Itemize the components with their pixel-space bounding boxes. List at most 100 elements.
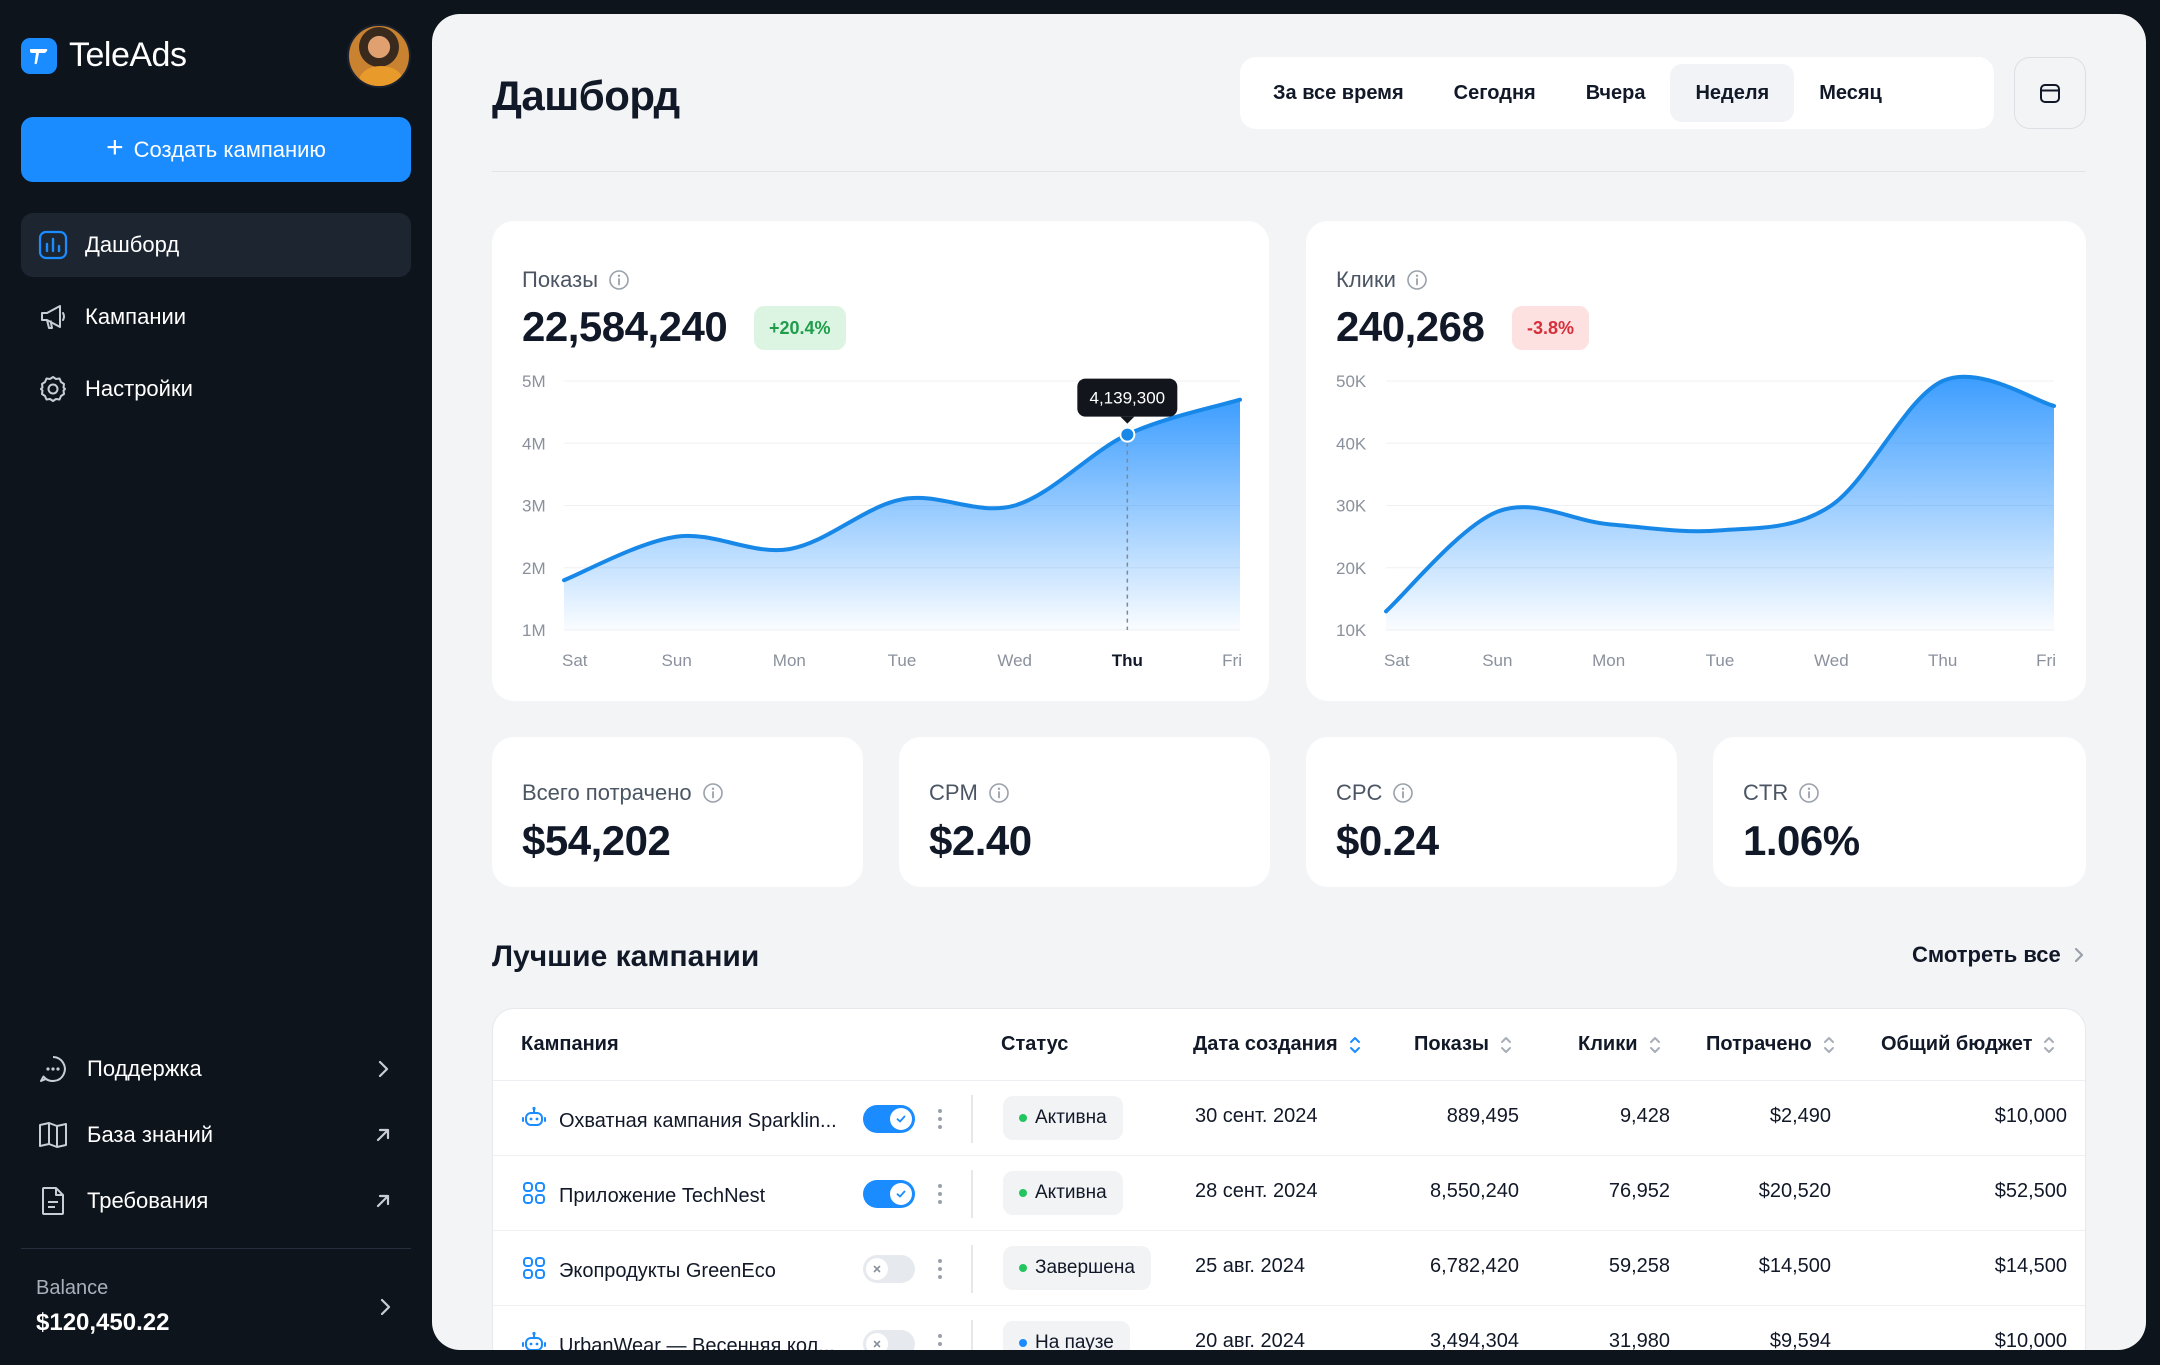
col-impressions[interactable]: Показы — [1414, 1033, 1513, 1056]
nav-item-campaigns[interactable]: Кампании — [21, 285, 411, 349]
info-icon[interactable] — [988, 782, 1010, 804]
campaign-toggle[interactable] — [863, 1180, 915, 1208]
more-options-icon[interactable] — [937, 1257, 943, 1281]
nav-item-requirements[interactable]: Требования — [21, 1168, 411, 1234]
nav-item-dashboard[interactable]: Дашборд — [21, 213, 411, 277]
info-icon[interactable] — [1406, 269, 1428, 291]
sidebar-divider — [21, 1248, 411, 1249]
period-selector: За все время Сегодня Вчера Неделя Месяц — [1240, 57, 1994, 129]
campaign-cell[interactable]: Экопродукты GreenEco — [521, 1255, 776, 1287]
more-options-icon[interactable] — [937, 1182, 943, 1206]
col-created[interactable]: Дата создания — [1193, 1033, 1362, 1056]
campaign-toggle[interactable] — [863, 1255, 915, 1283]
info-icon[interactable] — [1798, 782, 1820, 804]
avatar[interactable] — [347, 24, 411, 88]
metric-label-wrap: CTR — [1743, 780, 1820, 806]
clicks-delta-badge: -3.8% — [1512, 306, 1590, 350]
col-campaign[interactable]: Кампания — [521, 1033, 619, 1056]
sort-icon — [1649, 1036, 1660, 1053]
status-dot — [1019, 1339, 1027, 1347]
toggle-knob — [890, 1183, 912, 1205]
series-line — [1384, 374, 2056, 614]
created-date: 25 авг. 2024 — [1195, 1255, 1306, 1277]
brand-name: TeleAds — [69, 36, 187, 74]
spent-value: $9,594 — [1769, 1330, 1831, 1350]
toggle-knob — [866, 1333, 888, 1350]
row-separator — [971, 1245, 973, 1293]
see-all-label: Смотреть все — [1912, 942, 2061, 967]
table-row[interactable]: Охватная кампания Sparklin... Активна 30… — [493, 1081, 2085, 1156]
created-date: 20 авг. 2024 — [1195, 1330, 1306, 1350]
more-options-icon[interactable] — [937, 1332, 943, 1350]
period-today[interactable]: Сегодня — [1453, 81, 1536, 104]
metric-value: $54,202 — [522, 817, 671, 864]
period-month[interactable]: Месяц — [1819, 81, 1882, 104]
impressions-label-wrap: Показы — [522, 267, 630, 293]
sidebar: TeleAds + Создать кампанию Дашборд Кампа… — [0, 0, 432, 1365]
apps-grid-icon — [521, 1180, 547, 1212]
nav-item-settings[interactable]: Настройки — [21, 357, 411, 421]
info-icon[interactable] — [1392, 782, 1414, 804]
brand[interactable]: TeleAds — [21, 36, 187, 75]
table-header: Кампания Статус Дата создания Показы Кли… — [493, 1009, 2085, 1081]
info-icon[interactable] — [702, 782, 724, 804]
spent-value: $2,490 — [1769, 1105, 1831, 1127]
table-row[interactable]: Приложение TechNest Активна 28 сент. 202… — [493, 1156, 2085, 1231]
nav-item-support[interactable]: Поддержка — [21, 1036, 411, 1102]
chart-bars-icon — [37, 229, 69, 261]
tooltip: 4,139,300 — [1077, 378, 1178, 424]
col-label: Клики — [1578, 1033, 1638, 1055]
table-row[interactable]: Экопродукты GreenEco Завершена 25 авг. 2… — [493, 1231, 2085, 1306]
col-budget[interactable]: Общий бюджет — [1881, 1033, 2056, 1056]
calendar-button[interactable] — [2014, 57, 2086, 129]
metric-label: CTR — [1743, 780, 1789, 805]
more-options-icon[interactable] — [937, 1107, 943, 1131]
highlight-point[interactable] — [1119, 426, 1136, 443]
campaign-cell[interactable]: UrbanWear — Весенняя кол... — [521, 1330, 835, 1350]
y-tick-label: 1M — [522, 621, 546, 640]
created-date: 28 сент. 2024 — [1195, 1180, 1318, 1202]
clicks-value: 31,980 — [1608, 1330, 1670, 1350]
y-tick-label: 3M — [522, 497, 546, 516]
period-all-time[interactable]: За все время — [1273, 81, 1404, 104]
x-tick-label: Fri — [2036, 651, 2056, 670]
see-all-link[interactable]: Смотреть все — [1912, 942, 2087, 968]
x-tick-label: Sat — [1384, 651, 1410, 670]
table-row[interactable]: UrbanWear — Весенняя кол... На паузе 20 … — [493, 1306, 2085, 1350]
tooltip-label: 4,139,300 — [1090, 389, 1166, 408]
col-label: Потрачено — [1706, 1033, 1812, 1055]
bottom-nav: Поддержка База знаний Требования — [21, 1036, 411, 1234]
campaign-toggle[interactable] — [863, 1330, 915, 1350]
col-spent[interactable]: Потрачено — [1706, 1033, 1836, 1056]
apps-grid-icon — [521, 1255, 547, 1287]
campaign-name: UrbanWear — Весенняя кол... — [559, 1334, 835, 1351]
create-campaign-button[interactable]: + Создать кампанию — [21, 117, 411, 182]
metric-card-total-spent: Всего потрачено $54,202 — [492, 737, 863, 887]
metric-value: $0.24 — [1336, 817, 1439, 864]
x-tick-label: Tue — [1706, 651, 1735, 670]
row-separator — [971, 1320, 973, 1350]
campaign-cell[interactable]: Приложение TechNest — [521, 1180, 765, 1212]
period-week[interactable]: Неделя — [1670, 64, 1795, 122]
campaign-toggle[interactable] — [863, 1105, 915, 1133]
campaign-cell[interactable]: Охватная кампания Sparklin... — [521, 1105, 837, 1137]
toggle-knob — [890, 1108, 912, 1130]
col-label: Общий бюджет — [1881, 1033, 2033, 1055]
create-campaign-label: Создать кампанию — [133, 136, 326, 162]
spent-value: $14,500 — [1758, 1255, 1831, 1277]
x-tick-label: Sun — [1482, 651, 1512, 670]
info-icon[interactable] — [608, 269, 630, 291]
arrow-up-right-icon — [376, 1128, 390, 1142]
chevron-right-icon[interactable] — [373, 1295, 397, 1319]
nav-item-knowledge-base[interactable]: База знаний — [21, 1102, 411, 1168]
period-yesterday[interactable]: Вчера — [1585, 81, 1646, 104]
col-clicks[interactable]: Клики — [1578, 1033, 1662, 1056]
row-divider — [493, 1230, 2085, 1231]
status-label: На паузе — [1035, 1332, 1114, 1350]
balance-value[interactable]: $120,450.22 — [36, 1309, 170, 1336]
robot-icon — [521, 1330, 547, 1350]
metric-value: 1.06% — [1743, 817, 1860, 864]
plus-icon: + — [106, 131, 124, 164]
document-icon — [37, 1185, 69, 1217]
col-status[interactable]: Статус — [1001, 1033, 1068, 1056]
